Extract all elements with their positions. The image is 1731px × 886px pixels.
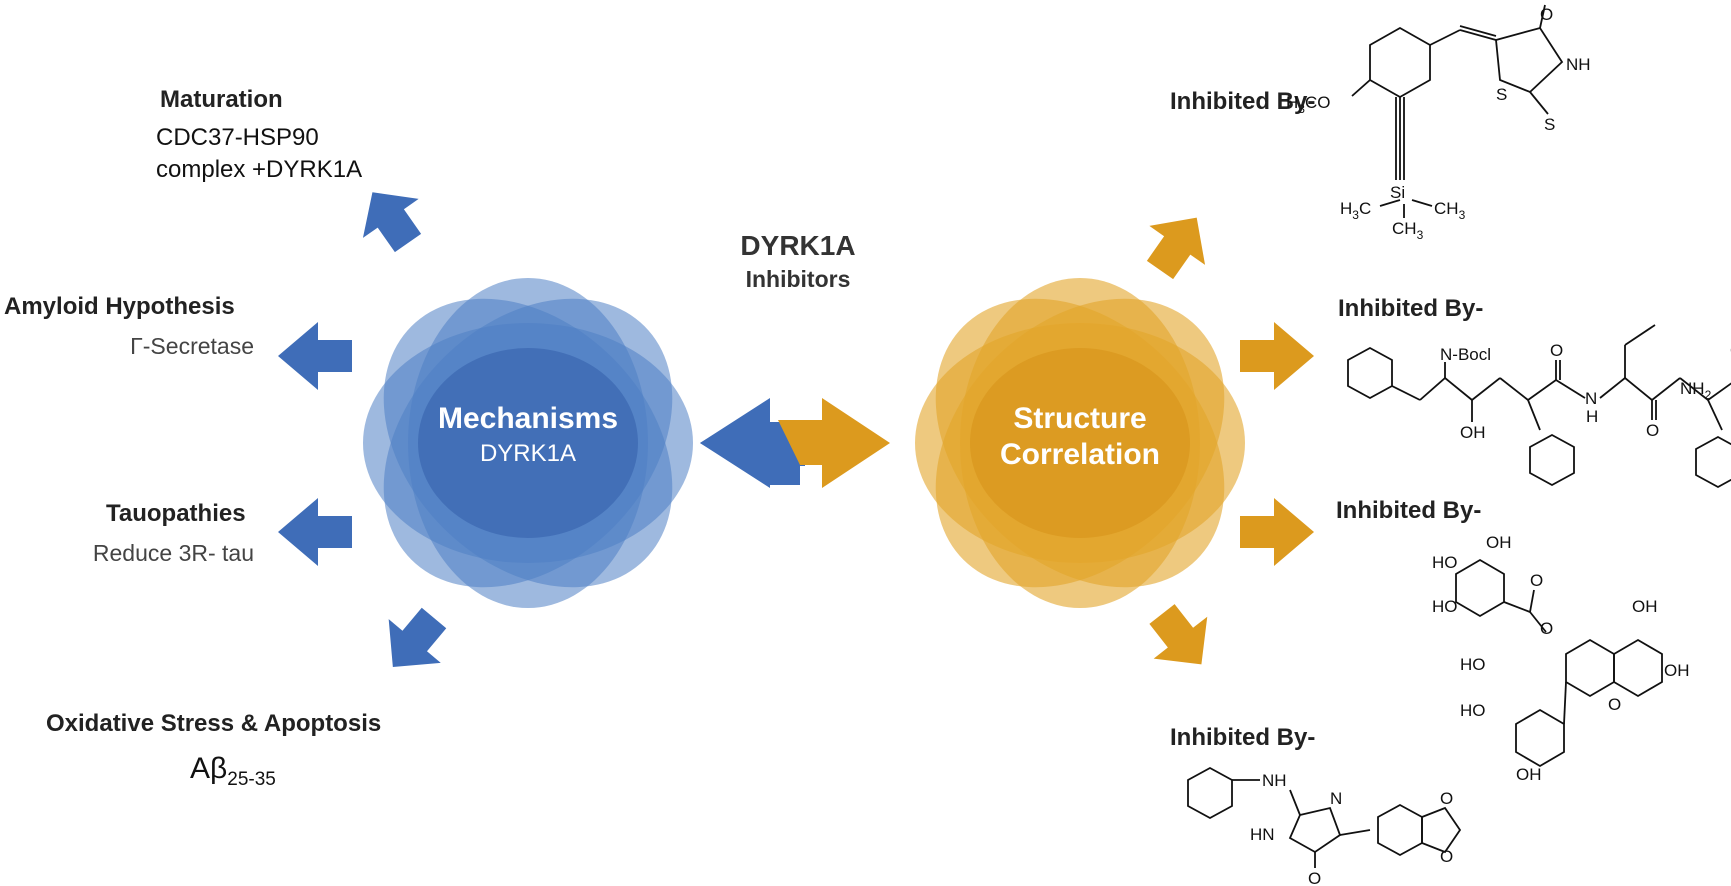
- c1-h3co: H3CO: [1286, 93, 1330, 116]
- c3-oh-bottom: OH: [1516, 765, 1542, 784]
- c1-oxo: O: [1540, 5, 1553, 24]
- mechanism-title-tau: Tauopathies: [106, 500, 246, 527]
- c2-carbonyl-o1: O: [1550, 341, 1563, 360]
- mechanism-detail-maturation-1: CDC37-HSP90: [156, 124, 319, 151]
- mechanism-detail-oxidative: Aβ25-35: [190, 752, 276, 791]
- c3-oh-top: OH: [1486, 533, 1512, 552]
- c4-nh: NH: [1262, 771, 1287, 790]
- arrow-amyloid: [278, 322, 352, 390]
- compound-4-structure: [1187, 766, 1462, 868]
- inhibitor-label-4: Inhibited By-: [1170, 724, 1316, 751]
- inhibitor-label-3: Inhibited By-: [1336, 497, 1482, 524]
- structure-hub-line2: Correlation: [999, 438, 1161, 471]
- arrow-oxidative: [388, 607, 447, 668]
- arrow-inhibitor-4: [1149, 604, 1208, 665]
- c4-dioxole-o2: O: [1440, 847, 1453, 866]
- c4-oxo: O: [1308, 869, 1321, 886]
- inhibitor-arrows: [1146, 217, 1314, 665]
- c3-ho-ring-b: HO: [1460, 655, 1486, 674]
- c2-oh: OH: [1460, 423, 1486, 442]
- arrow-inhibitor-1: [1146, 217, 1206, 280]
- diagram-subtitle: Inhibitors: [745, 266, 851, 292]
- c1-methyl-left: H3C: [1340, 199, 1371, 222]
- arrow-tau: [278, 498, 352, 566]
- mechanism-title-amyloid: Amyloid Hypothesis: [4, 293, 235, 320]
- c3-ho-bottom: HO: [1460, 701, 1486, 720]
- arrow-maturation: [362, 192, 422, 253]
- c1-methyl-right: CH3: [1434, 199, 1466, 222]
- c1-nh: NH: [1566, 55, 1591, 74]
- arrow-inhibitor-2: [1240, 322, 1314, 390]
- mechanisms-hub-subtitle: DYRK1A: [479, 440, 577, 467]
- c2-amide-n: N: [1585, 389, 1597, 408]
- mechanism-detail-maturation-2: complex +DYRK1A: [156, 156, 363, 183]
- abeta-label: Aβ: [190, 752, 228, 785]
- mechanisms-hub-title: Mechanisms: [437, 402, 619, 435]
- compound-3-structure: [1455, 558, 1663, 768]
- structure-hub-line1: Structure: [1013, 402, 1147, 435]
- mechanism-title-maturation: Maturation: [160, 86, 283, 113]
- mechanism-arrows: [278, 192, 447, 668]
- center-arrow-right: [778, 398, 890, 488]
- c2-amide-h: H: [1586, 407, 1598, 426]
- c3-ester-o1: O: [1530, 571, 1543, 590]
- inhibitor-label-2: Inhibited By-: [1338, 295, 1484, 322]
- c3-oh-far-right: OH: [1664, 661, 1690, 680]
- c4-dioxole-o1: O: [1440, 789, 1453, 808]
- c1-s-thione: S: [1544, 115, 1555, 134]
- mechanism-detail-amyloid: Γ-Secretase: [130, 333, 254, 359]
- inhibitor-label-1: Inhibited By-: [1170, 88, 1316, 115]
- c1-si: Si: [1390, 183, 1405, 202]
- c1-s-ring: S: [1496, 85, 1507, 104]
- abeta-subscript: 25-35: [227, 769, 276, 790]
- diagram-title: DYRK1A: [740, 230, 856, 261]
- compound-1-structure: [1351, 4, 1564, 218]
- arrow-inhibitor-3: [1240, 498, 1314, 566]
- c3-ring-o: O: [1608, 695, 1621, 714]
- mechanisms-star: [363, 278, 693, 608]
- c2-nh2: NH2: [1680, 379, 1712, 402]
- mechanism-detail-tau: Reduce 3R- tau: [92, 540, 254, 566]
- c3-oh-right: OH: [1632, 597, 1658, 616]
- center-arrow-left-body: [700, 398, 805, 488]
- c3-ester-o2: O: [1540, 619, 1553, 638]
- c2-nboc: N-Bocl: [1440, 345, 1491, 364]
- mechanism-title-oxidative: Oxidative Stress & Apoptosis: [46, 710, 382, 737]
- structure-star: [915, 278, 1245, 608]
- c2-ketone-o: O: [1646, 421, 1659, 440]
- c4-n: N: [1330, 789, 1342, 808]
- c4-hn: HN: [1250, 825, 1275, 844]
- c1-methyl-bottom: CH3: [1392, 219, 1424, 242]
- c3-ho-mid: HO: [1432, 597, 1458, 616]
- compound-2-structure: [1347, 324, 1731, 489]
- c3-ho-top: HO: [1432, 553, 1458, 572]
